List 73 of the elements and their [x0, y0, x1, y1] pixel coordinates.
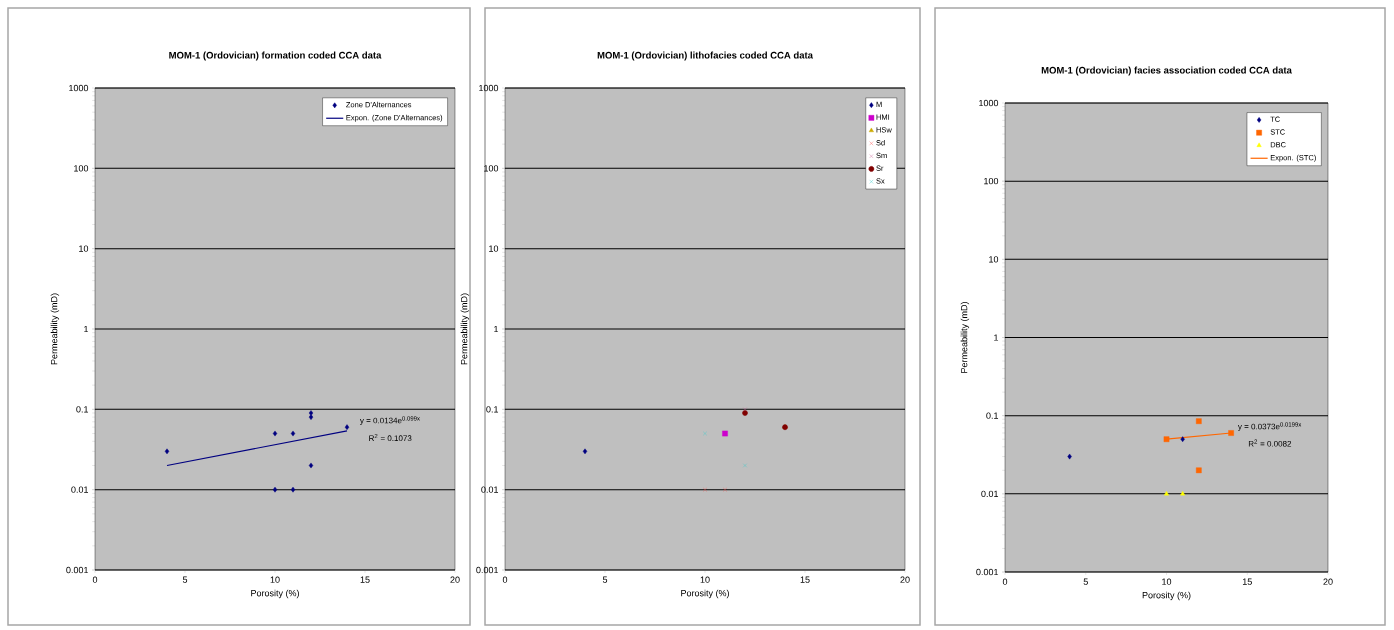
x-tick-label: 0	[92, 576, 98, 583]
y-tick-label: 10	[989, 256, 999, 263]
annotation: R$^{2}$ = 0.0082	[1248, 439, 1292, 447]
y-tick-label: 0.01	[71, 486, 89, 493]
y-tick-label: 0.001	[66, 566, 89, 574]
y-tick-label: 0.001	[476, 566, 499, 574]
chart-title: MOM-1 (Ordovician) facies association coded CCA data	[1041, 66, 1292, 76]
chart-title: MOM-1 (Ordovician) lithofacies coded CCA data	[597, 51, 814, 61]
x-tick-label: 5	[182, 576, 188, 583]
point	[344, 424, 350, 430]
point	[1067, 453, 1072, 460]
y-tick-label: 0.001	[976, 568, 999, 576]
point	[742, 463, 748, 468]
x-axis-title: Porosity (%)	[1142, 591, 1191, 601]
x-tick-label: 5	[1083, 578, 1088, 585]
x-tick-label: 10	[700, 576, 710, 583]
y-tick-label: 0.01	[481, 486, 499, 493]
y-tick-label: 100	[74, 165, 89, 172]
point	[308, 462, 314, 469]
y-tick-label: 1	[84, 325, 89, 333]
chart-title: MOM-1 (Ordovician) formation coded CCA data	[169, 51, 382, 61]
y-axis-title: Permeability (mD)	[460, 293, 470, 365]
point	[1164, 491, 1169, 496]
x-tick-label: 20	[1323, 578, 1333, 585]
annotation: y = 0.0134e$^{0.099x}$	[359, 416, 420, 425]
point	[582, 448, 588, 455]
y-tick-label: 100	[984, 177, 999, 185]
x-tick-label: 0	[502, 576, 508, 583]
point	[272, 430, 278, 437]
y-tick-label: 100	[484, 165, 499, 172]
y-tick-label: 10	[489, 245, 499, 252]
x-tick-label: 10	[1162, 578, 1172, 585]
x-axis-title: Porosity (%)	[251, 589, 299, 599]
x-tick-label: 20	[450, 576, 460, 583]
annotation: y = 0.0373e$^{0.0199x}$	[1237, 422, 1302, 431]
y-tick-label: 10	[79, 245, 89, 252]
x-tick-label: 10	[270, 576, 280, 583]
y-tick-label: 0.1	[986, 412, 999, 419]
point	[1180, 436, 1185, 442]
x-tick-label: 15	[800, 576, 810, 583]
annotation: R$^{2}$ = 0.1073	[369, 433, 412, 441]
y-tick-label: 0.1	[486, 406, 499, 413]
point	[742, 410, 748, 416]
point	[722, 430, 728, 437]
y-tick-label: 1	[994, 334, 999, 341]
point	[164, 448, 170, 455]
point	[702, 487, 708, 492]
x-tick-label: 15	[1242, 578, 1252, 585]
point	[1196, 467, 1202, 474]
point	[1196, 418, 1202, 424]
point	[1228, 430, 1234, 436]
x-tick-label: 20	[900, 576, 910, 583]
y-tick-label: 0.01	[981, 490, 999, 498]
point	[290, 486, 296, 493]
y-tick-label: 1000	[69, 84, 89, 92]
point	[290, 430, 296, 437]
y-tick-label: 1	[494, 325, 499, 333]
x-tick-label: 5	[602, 576, 608, 583]
y-tick-label: 1000	[479, 84, 499, 92]
y-tick-label: 1000	[979, 99, 999, 107]
point	[1163, 436, 1170, 442]
point	[702, 431, 708, 436]
point	[272, 486, 278, 493]
y-tick-label: 0.1	[76, 406, 89, 413]
y-axis-title: Permeability (mD)	[50, 293, 60, 365]
point	[308, 414, 314, 420]
x-axis-title: Porosity (%)	[681, 589, 729, 599]
point	[722, 487, 728, 492]
point	[1180, 491, 1186, 496]
x-tick-label: 0	[1002, 578, 1008, 585]
point	[742, 407, 748, 412]
y-axis-title: Permeability (mD)	[960, 302, 970, 373]
x-tick-label: 15	[360, 576, 370, 583]
